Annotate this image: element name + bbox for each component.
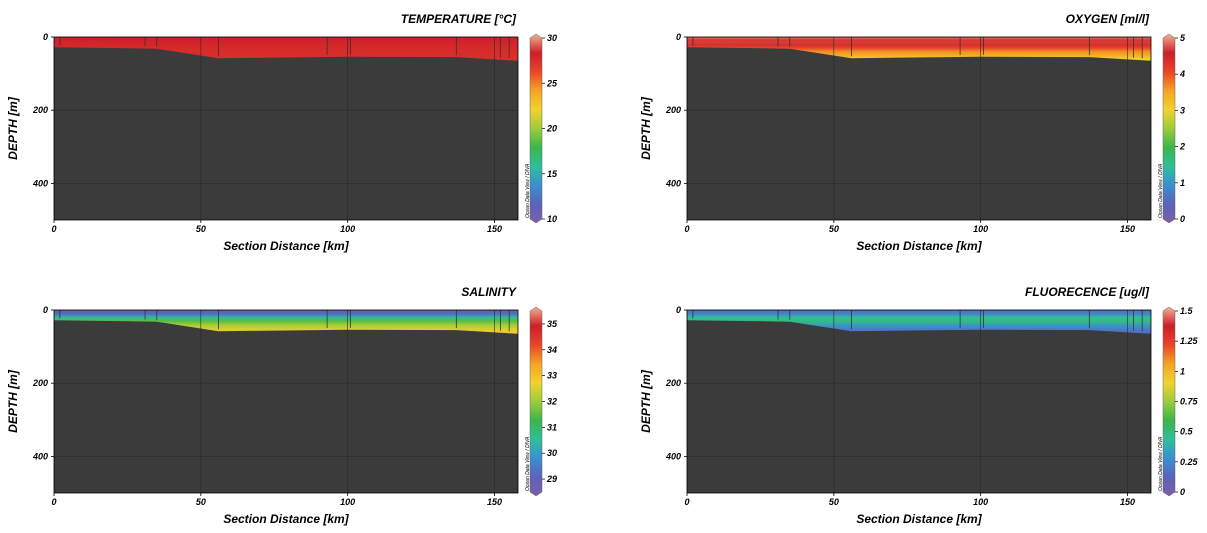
fluorescence-yaxis-label: DEPTH [m] <box>639 369 653 433</box>
fluorescence-watermark: Ocean Data View / DIVA <box>1158 436 1164 491</box>
salinity-colorbar: 29 30 31 32 33 34 35 Ocean Data View / DIVA <box>525 306 558 497</box>
oxygen-xtick-label: 0 <box>684 224 689 234</box>
salinity-ytick-label: 200 <box>32 378 48 388</box>
temperature-xtick-label: 0 <box>51 224 56 234</box>
salinity-plot-area <box>54 310 518 493</box>
fluorescence-ytick-label: 400 <box>665 451 681 461</box>
oxygen-colorbar-label: 5 <box>1180 33 1186 43</box>
temperature-watermark: Ocean Data View / DIVA <box>525 163 531 218</box>
oxygen-ytick-label: 200 <box>665 105 681 115</box>
salinity-xtick-label: 150 <box>487 497 502 507</box>
oxygen-ytick-label: 400 <box>665 178 681 188</box>
temperature-ytick-label: 0 <box>43 32 48 42</box>
temperature-colorbar-label: 25 <box>546 78 558 88</box>
salinity-ytick-label: 400 <box>32 451 48 461</box>
oxygen-xtick-label: 100 <box>973 224 988 234</box>
salinity-seafloor <box>54 320 518 493</box>
temperature-colorbar-label: 10 <box>547 214 557 224</box>
salinity-colorbar-label: 33 <box>547 371 557 381</box>
salinity-xtick-label: 50 <box>196 497 206 507</box>
oxygen-colorbar-label: 4 <box>1179 69 1185 79</box>
temperature-colorbar-label: 30 <box>547 33 557 43</box>
fluorescence-xtick-label: 150 <box>1120 497 1135 507</box>
temperature-plot-frame <box>53 36 519 221</box>
temperature-xtick-label: 100 <box>340 224 355 234</box>
fluorescence-xaxis-label: Section Distance [km] <box>856 512 982 526</box>
salinity-colorbar-label: 30 <box>547 448 557 458</box>
temperature-ytick-label: 400 <box>32 178 48 188</box>
oxygen-plot-frame <box>686 36 1152 221</box>
oxygen-xtick-label: 150 <box>1120 224 1135 234</box>
fluorescence-colorbar-label: 1.25 <box>1180 336 1199 346</box>
temperature-xtick-label: 150 <box>487 224 502 234</box>
oxygen-colorbar-label: 1 <box>1180 178 1185 188</box>
temperature-plot-area <box>54 37 518 220</box>
oxygen-colorbar-label: 0 <box>1180 214 1185 224</box>
temperature-xtick-label: 50 <box>196 224 206 234</box>
temperature-panel: 0 50 100 150 0 200 400 Section Distance [km] DEP… <box>6 12 558 253</box>
oxygen-ytick-label: 0 <box>676 32 681 42</box>
fluorescence-colorbar-label: 1.5 <box>1180 306 1194 316</box>
fluorescence-colorbar-label: 0.75 <box>1180 397 1199 407</box>
fluorescence-seafloor <box>687 320 1151 493</box>
fluorescence-colorbar-label: 1 <box>1180 366 1185 376</box>
fluorescence-colorbar-label: 0.5 <box>1180 427 1194 437</box>
fluorescence-xtick-label: 50 <box>829 497 839 507</box>
salinity-colorbar-label: 29 <box>546 474 557 484</box>
oxygen-colorbar: 0 1 2 3 4 5 Ocean Data View / DIVA <box>1158 33 1186 224</box>
temperature-colorbar: 10 15 20 25 30 Ocean Data View / DIVA <box>525 33 558 224</box>
fluorescence-colorbar-bar <box>1162 306 1176 497</box>
salinity-ytick-label: 0 <box>43 305 48 315</box>
fluorescence-plot-frame <box>686 309 1152 494</box>
temperature-seafloor <box>54 47 518 220</box>
salinity-colorbar-label: 34 <box>547 345 557 355</box>
fluorescence-xtick-label: 0 <box>684 497 689 507</box>
oxygen-seafloor <box>687 47 1151 220</box>
temperature-xaxis-label: Section Distance [km] <box>223 239 349 253</box>
salinity-yaxis-label: DEPTH [m] <box>6 369 20 433</box>
fluorescence-colorbar: 0 0.25 0.5 0.75 1 1.25 1.5 Ocean Data View / DI… <box>1158 306 1199 497</box>
fluorescence-colorbar-label: 0.25 <box>1180 457 1199 467</box>
fluorescence-title: FLUORECENCE [ug/l] <box>1025 285 1150 299</box>
oxygen-xtick-label: 50 <box>829 224 839 234</box>
salinity-colorbar-label: 32 <box>547 397 557 407</box>
salinity-xtick-label: 100 <box>340 497 355 507</box>
fluorescence-ytick-label: 200 <box>665 378 681 388</box>
salinity-plot-frame <box>53 309 519 494</box>
oxygen-title: OXYGEN [ml/l] <box>1066 12 1150 26</box>
oxygen-colorbar-bar <box>1162 33 1176 224</box>
temperature-colorbar-label: 20 <box>546 124 557 134</box>
salinity-colorbar-bar <box>529 306 543 497</box>
oxygen-colorbar-label: 2 <box>1179 142 1185 152</box>
oxygen-colorbar-label: 3 <box>1180 105 1185 115</box>
salinity-panel: 0 50 100 150 0 200 400 Section Distance [km] DEP… <box>6 285 558 526</box>
fluorescence-colorbar-label: 0 <box>1180 487 1185 497</box>
temperature-yaxis-label: DEPTH [m] <box>6 96 20 160</box>
salinity-title: SALINITY <box>461 285 517 299</box>
salinity-xtick-label: 0 <box>51 497 56 507</box>
temperature-title: TEMPERATURE [°C] <box>401 12 517 26</box>
oxygen-watermark: Ocean Data View / DIVA <box>1158 163 1164 218</box>
oxygen-plot-area <box>687 37 1151 220</box>
fluorescence-ytick-label: 0 <box>676 305 681 315</box>
fluorescence-plot-area <box>687 310 1151 493</box>
fluorescence-xtick-label: 100 <box>973 497 988 507</box>
temperature-colorbar-label: 15 <box>547 169 558 179</box>
temperature-ytick-label: 200 <box>32 105 48 115</box>
salinity-colorbar-label: 31 <box>547 422 557 432</box>
fluorescence-panel: 0 50 100 150 0 200 400 Section Distance [km] DEP… <box>639 285 1199 526</box>
salinity-watermark: Ocean Data View / DIVA <box>525 436 531 491</box>
oxygen-xaxis-label: Section Distance [km] <box>856 239 982 253</box>
salinity-xaxis-label: Section Distance [km] <box>223 512 349 526</box>
temperature-colorbar-bar <box>529 33 543 224</box>
oxygen-yaxis-label: DEPTH [m] <box>639 96 653 160</box>
salinity-colorbar-label: 35 <box>547 319 558 329</box>
